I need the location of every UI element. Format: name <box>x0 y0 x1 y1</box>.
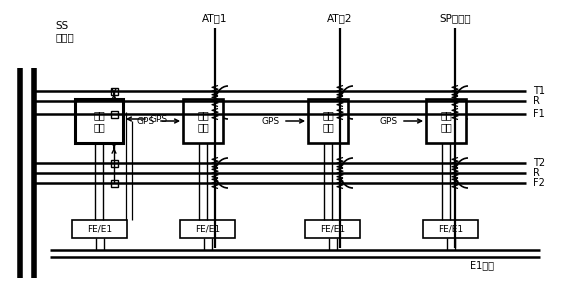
Text: E1通道: E1通道 <box>470 260 494 270</box>
Bar <box>111 159 117 166</box>
Text: T1: T1 <box>533 86 545 96</box>
Text: FE/E1: FE/E1 <box>87 224 112 234</box>
Bar <box>305 220 360 238</box>
Text: GPS: GPS <box>380 117 398 125</box>
Text: AT所1: AT所1 <box>202 13 227 23</box>
Text: 测距
装置: 测距 装置 <box>93 110 105 132</box>
Bar <box>426 99 466 143</box>
Text: R: R <box>533 168 540 178</box>
Text: 测距
装置: 测距 装置 <box>197 110 209 132</box>
Text: AT所2: AT所2 <box>327 13 353 23</box>
Bar <box>180 220 235 238</box>
Bar <box>111 110 117 117</box>
Text: 测距
装置: 测距 装置 <box>440 110 452 132</box>
Bar <box>75 99 123 143</box>
Text: GPS: GPS <box>262 117 280 125</box>
Text: T2: T2 <box>533 158 545 168</box>
Text: 测距
装置: 测距 装置 <box>322 110 334 132</box>
Bar <box>111 180 117 187</box>
Text: F2: F2 <box>533 178 545 188</box>
Text: SP分区所: SP分区所 <box>439 13 471 23</box>
Text: GPS: GPS <box>137 117 155 125</box>
Text: FE/E1: FE/E1 <box>195 224 220 234</box>
Text: R: R <box>533 96 540 106</box>
Text: FE/E1: FE/E1 <box>438 224 463 234</box>
Text: GPS: GPS <box>150 115 168 124</box>
Bar <box>111 88 117 95</box>
Bar <box>308 99 348 143</box>
Text: SS
牵引所: SS 牵引所 <box>55 21 74 42</box>
Text: FE/E1: FE/E1 <box>320 224 345 234</box>
Text: F1: F1 <box>533 109 545 119</box>
Bar <box>423 220 478 238</box>
Bar <box>72 220 127 238</box>
Bar <box>183 99 223 143</box>
